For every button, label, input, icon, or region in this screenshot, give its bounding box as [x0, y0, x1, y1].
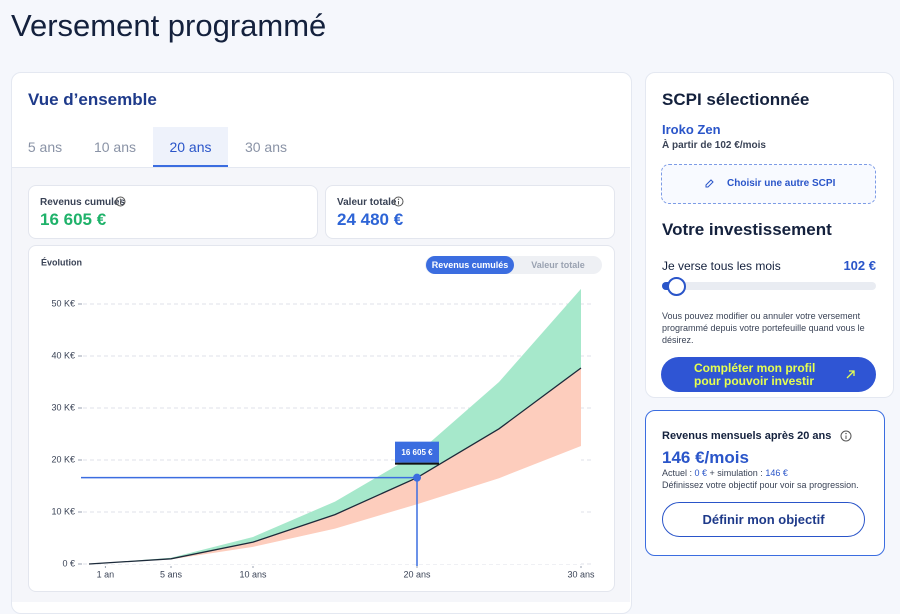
info-icon[interactable]: [115, 196, 126, 207]
metric-label: Valeur totale: [337, 197, 397, 208]
x-tick-label: 20 ans: [403, 569, 431, 579]
chart-title: Évolution: [41, 257, 82, 267]
scpi-price: À partir de 102 €/mois: [662, 140, 766, 151]
slider-label: Je verse tous les mois: [662, 259, 781, 273]
result-value: 146 €/mois: [662, 448, 749, 467]
detail-text: + simulation :: [707, 468, 766, 478]
info-icon[interactable]: [840, 430, 852, 442]
button-label: Compléter mon profil pour pouvoir invest…: [694, 361, 816, 388]
cta-button[interactable]: Compléter mon profil pour pouvoir invest…: [661, 357, 876, 392]
sidebar-title: SCPI sélectionnée: [662, 90, 810, 109]
slider-thumb[interactable]: [667, 277, 686, 296]
y-tick-label: 20 K€: [51, 454, 75, 464]
x-tick-label: 10 ans: [239, 569, 267, 579]
tab[interactable]: 10 ans: [93, 139, 137, 155]
arrow-icon: [846, 370, 855, 379]
overview-title: Vue d’ensemble: [28, 90, 157, 109]
scpi-name: Iroko Zen: [662, 122, 721, 137]
x-tick-label: 30 ans: [567, 569, 595, 579]
y-tick-label: 10 K€: [51, 506, 75, 516]
result-title: Revenus mensuels après 20 ans: [662, 430, 832, 442]
page-title: Versement programmé: [11, 8, 327, 43]
metric-card: Valeur totale 24 480 €: [325, 185, 615, 239]
tooltip-label: 16 605 €: [401, 448, 433, 457]
tab[interactable]: 20 ans: [153, 127, 228, 167]
toggle[interactable]: Revenus cumulés: [426, 256, 514, 274]
slider-value: 102 €: [843, 258, 876, 273]
metric-value: 24 480 €: [337, 210, 404, 229]
page: Versement programmé Vue d’ensemble 5 ans…: [11, 8, 894, 614]
chart-card: Évolution 0 € 10 K€ 20 K€ 30 K€ 40 K€ 50 K€ 1 …: [28, 245, 615, 592]
y-tick-label: 50 K€: [51, 298, 75, 308]
detail-value: 146 €: [765, 468, 788, 478]
change-scpi-button[interactable]: Choisir une autre SCPI: [661, 164, 876, 204]
metric-value: 16 605 €: [40, 210, 107, 229]
result-card: Revenus mensuels après 20 ans 146 €/mois…: [645, 410, 885, 556]
y-tick-label: 30 K€: [51, 402, 75, 412]
metric-label: Revenus cumulés: [40, 197, 126, 208]
detail-text: Actuel :: [662, 468, 695, 478]
button-label: Choisir une autre SCPI: [727, 178, 836, 189]
tooltip-underline: [395, 462, 439, 465]
y-tick-label: 0 €: [62, 558, 75, 568]
tooltip-box: [395, 441, 439, 463]
edit-icon: [705, 179, 714, 188]
objective-button[interactable]: Définir mon objectif: [662, 502, 865, 537]
y-tick-label: 40 K€: [51, 350, 75, 360]
sidebar-panel: [645, 72, 894, 398]
tab[interactable]: 5 ans: [27, 139, 63, 155]
result-hint: Définissez votre objectif pour voir sa p…: [662, 480, 859, 490]
x-tick-label: 1 an: [97, 569, 115, 579]
detail-value: 0 €: [694, 468, 708, 478]
info-icon[interactable]: [393, 196, 404, 207]
metric-card: Revenus cumulés 16 605 €: [28, 185, 318, 239]
highlight-point: [413, 473, 421, 482]
tab[interactable]: 30 ans: [244, 139, 288, 155]
section-title: Votre investissement: [662, 220, 832, 239]
slider-track[interactable]: [662, 282, 876, 290]
x-tick-label: 5 ans: [160, 569, 183, 579]
toggle[interactable]: Valeur totale: [531, 260, 585, 270]
slider-note: Vous pouvez modifier ou annuler votre ve…: [662, 311, 865, 345]
line: [88, 367, 582, 565]
area: [89, 445, 581, 564]
chart: Évolution 0 € 10 K€ 20 K€ 30 K€ 40 K€ 50 K€ 1 …: [41, 257, 595, 579]
result-detail: Actuel : 0 € + simulation : 146 €: [662, 467, 788, 479]
